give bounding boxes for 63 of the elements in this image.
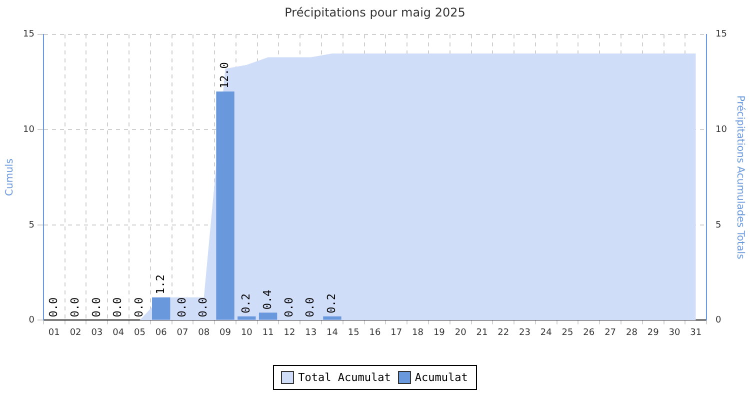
x-tick-label: 19 [433, 328, 446, 338]
x-tick-label: 16 [369, 328, 381, 338]
legend-label: Total Acumulat [298, 371, 391, 384]
x-tick-label: 20 [454, 328, 467, 338]
y-tick-label: 15 [23, 30, 34, 40]
x-tick-label: 21 [476, 328, 488, 338]
x-tick-label: 04 [112, 328, 124, 338]
x-tick-label: 01 [48, 328, 60, 338]
x-tick-label: 26 [583, 328, 595, 338]
x-tick-label: 14 [326, 328, 338, 338]
y-tick-label: 10 [23, 125, 35, 136]
x-tick-label: 05 [134, 328, 146, 338]
data-label: 12.0 [218, 62, 232, 89]
x-tick-label: 13 [305, 328, 317, 338]
data-label: 0.2 [240, 294, 253, 314]
bar [152, 297, 170, 320]
data-label: 0.0 [132, 297, 146, 318]
y2-tick-label: 0 [716, 316, 722, 326]
data-label: 0.0 [90, 297, 103, 318]
x-tick-label: 03 [91, 328, 103, 338]
data-label: 0.4 [260, 289, 274, 310]
y2-tick-label: 5 [716, 220, 722, 230]
data-label: 0.2 [325, 294, 338, 314]
x-tick-label: 08 [198, 328, 210, 338]
data-label: 0.0 [282, 297, 296, 318]
x-tick-label: 15 [348, 328, 360, 338]
x-tick-label: 30 [668, 328, 680, 338]
bar [238, 316, 256, 320]
data-label: 0.0 [47, 297, 60, 318]
x-tick-label: 25 [562, 328, 574, 338]
x-tick-label: 31 [690, 328, 702, 338]
x-tick-label: 10 [240, 328, 253, 338]
x-tick-label: 28 [626, 328, 638, 338]
x-tick-label: 22 [498, 328, 510, 338]
data-label: 0.0 [68, 297, 82, 318]
data-label: 0.0 [304, 297, 317, 318]
data-label: 0.0 [175, 297, 188, 318]
bar [258, 312, 278, 320]
x-tick-label: 29 [647, 328, 660, 338]
data-label: 1.2 [154, 274, 167, 294]
x-tick-label: 06 [155, 328, 168, 338]
chart-title: Précipitations pour maig 2025 [284, 5, 466, 20]
x-tick-label: 09 [220, 328, 232, 338]
y-tick-label: 0 [28, 316, 35, 326]
y-tick-label: 5 [28, 220, 34, 230]
y2-tick-label: 15 [716, 30, 727, 40]
data-label: 0.0 [196, 297, 210, 318]
y2-axis-title: Précipitations Acumulades Totals [734, 95, 746, 260]
y-axis-title: Cumuls [4, 158, 16, 196]
bar [323, 316, 342, 320]
x-tick-label: 23 [519, 328, 530, 338]
x-tick-label: 11 [262, 328, 274, 338]
x-tick-label: 18 [412, 328, 424, 338]
legend-label: Acumulat [414, 371, 468, 384]
data-label: 0.0 [111, 297, 124, 318]
x-tick-label: 07 [176, 328, 188, 338]
x-tick-label: 27 [604, 328, 616, 338]
x-tick-label: 24 [540, 328, 552, 338]
y2-tick-label: 10 [716, 125, 728, 136]
bar [216, 92, 234, 320]
x-tick-label: 12 [284, 328, 296, 338]
x-tick-label: 02 [70, 328, 82, 338]
x-tick-label: 17 [390, 328, 402, 338]
